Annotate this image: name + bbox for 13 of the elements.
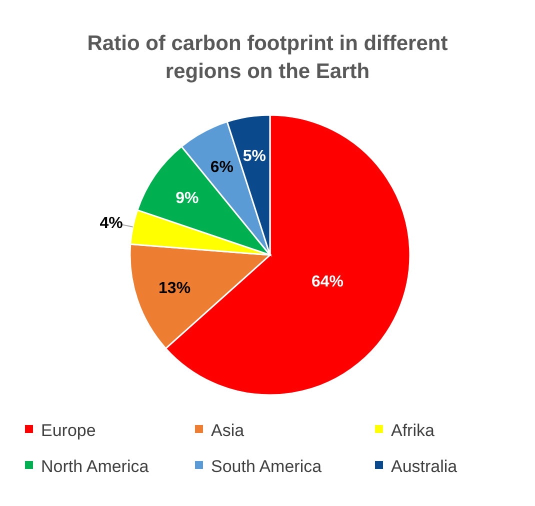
legend-label: Europe (41, 420, 96, 440)
chart-title: Ratio of carbon footprint in different regions on the Earth (87, 32, 448, 83)
legend-label: Australia (391, 456, 458, 476)
legend-label: South America (211, 456, 322, 476)
data-label: 4% (100, 215, 123, 232)
data-label: 6% (210, 159, 234, 176)
data-label: 13% (158, 280, 191, 297)
data-label: 9% (176, 190, 199, 208)
data-label: 5% (242, 148, 266, 166)
legend-label: North America (41, 456, 150, 476)
data-label: 64% (312, 273, 344, 290)
legend-label: Asia (211, 420, 245, 440)
legend-label: Afrika (391, 420, 435, 440)
